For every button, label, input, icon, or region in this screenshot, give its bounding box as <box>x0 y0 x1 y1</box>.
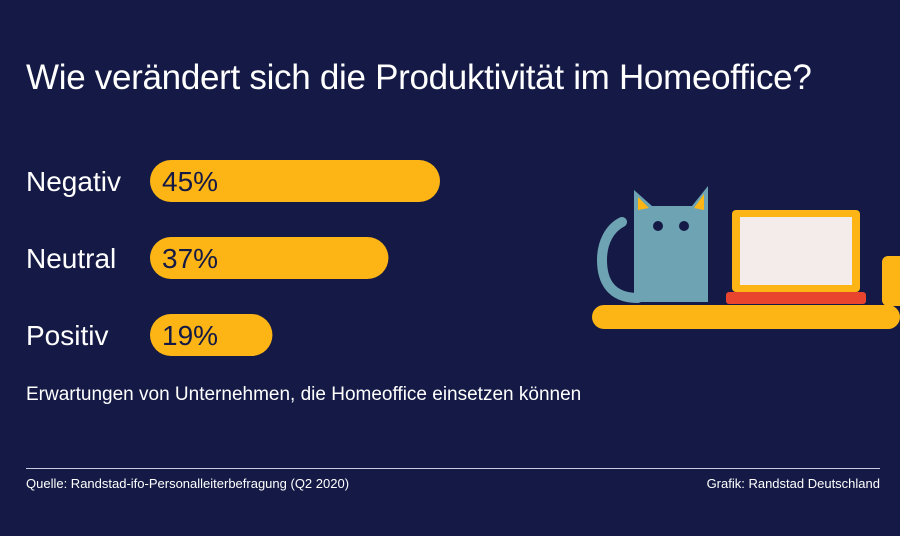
category-label-negativ: Negativ <box>26 166 121 197</box>
page-title: Wie verändert sich die Produktivität im … <box>26 58 812 97</box>
footer-divider <box>26 468 880 469</box>
value-label-positiv: 19% <box>162 320 218 351</box>
category-label-positiv: Positiv <box>26 320 108 351</box>
laptop-icon <box>726 210 866 304</box>
chart-subtitle: Erwartungen von Unternehmen, die Homeoff… <box>26 384 582 405</box>
value-label-neutral: 37% <box>162 243 218 274</box>
shelf-icon <box>592 305 900 329</box>
bar-chart: Negativ 45% Neutral 37% Positiv 19% <box>26 160 440 356</box>
source-note: Quelle: Randstad-ifo-Personalleiterbefra… <box>26 476 350 491</box>
homeoffice-illustration <box>592 186 900 329</box>
bar-positiv <box>150 314 273 356</box>
cat-icon <box>596 186 708 303</box>
category-label-neutral: Neutral <box>26 243 116 274</box>
bar-neutral <box>150 237 389 279</box>
value-label-negativ: 45% <box>162 166 218 197</box>
credit-note: Grafik: Randstad Deutschland <box>706 476 880 491</box>
mug-icon <box>882 256 900 306</box>
bar-negativ <box>150 160 440 202</box>
